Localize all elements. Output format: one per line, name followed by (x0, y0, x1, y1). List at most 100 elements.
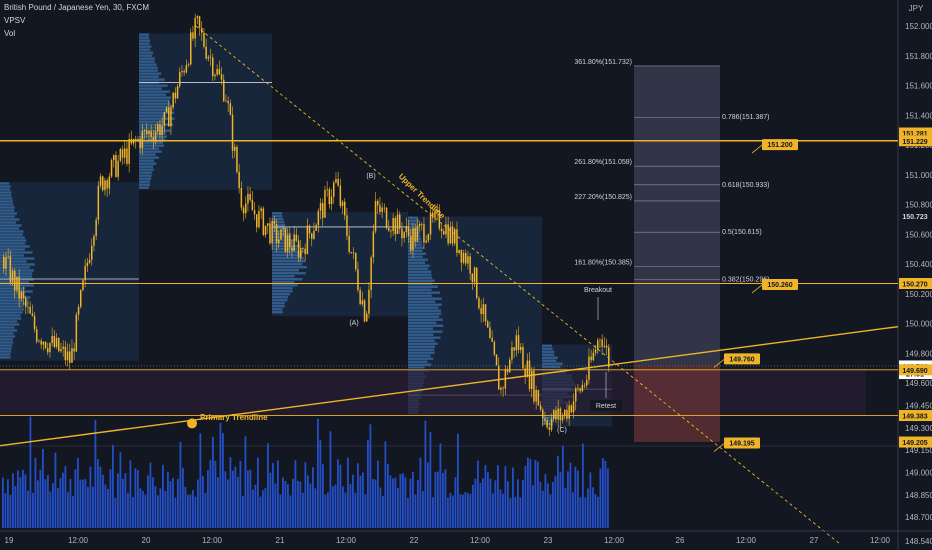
volume-bar (484, 465, 487, 528)
volume-bar (159, 488, 162, 528)
volume-bar (264, 488, 267, 528)
candle-body (359, 289, 361, 305)
volume-bar (237, 476, 239, 528)
candle-body (493, 341, 496, 355)
profile-row (408, 324, 444, 327)
candle-body (605, 345, 608, 348)
profile-row (272, 212, 283, 215)
candle-body (253, 210, 256, 215)
price-axis[interactable]: JPY152.000151.800151.600151.400151.20015… (899, 4, 932, 546)
candle-body (205, 46, 207, 59)
profile-row (408, 333, 434, 336)
candle-body (392, 218, 394, 231)
profile-row (0, 203, 14, 206)
candle-body (559, 408, 562, 421)
annotation-box (590, 400, 622, 411)
profile-row (272, 302, 285, 305)
candle-body (337, 178, 339, 186)
volume-bar (197, 479, 199, 528)
candle-body (168, 107, 170, 127)
candle-body (262, 208, 265, 235)
candle-body (121, 149, 124, 158)
candle-body (130, 139, 133, 144)
volume-bar (562, 445, 564, 528)
candle-body (326, 189, 328, 191)
candle-body (18, 276, 20, 299)
candle-body (207, 56, 210, 59)
candle-body (172, 92, 174, 108)
time-tick-label: 12:00 (870, 536, 891, 545)
annotation-box (582, 284, 614, 295)
fib-extension-label: 227.20%(150.825) (574, 194, 632, 201)
profile-row (272, 305, 285, 308)
price-badge-label: 151.229 (902, 139, 927, 146)
profile-row (139, 150, 162, 153)
volume-bar (357, 463, 359, 528)
volume-bar (442, 472, 444, 528)
profile-row (0, 221, 17, 224)
candle-body (240, 188, 243, 208)
volume-bar (394, 477, 397, 528)
volume-bar (477, 460, 479, 528)
indicator-vpsv-label[interactable]: VPSV (4, 16, 26, 25)
volume-bar (342, 486, 344, 528)
profile-row (408, 255, 423, 258)
candle-body (357, 269, 359, 290)
price-tick-label: 150.400 (905, 260, 932, 269)
volume-bar (354, 492, 357, 528)
profile-row (0, 248, 26, 251)
volume-bar (499, 489, 502, 528)
candle-body (511, 347, 513, 360)
candle-body (124, 148, 126, 158)
candle-body (407, 226, 410, 237)
time-axis[interactable]: 19 12:00 20 12:00 21 12:00 22 12:00 23 12:00 26 12:… (0, 530, 932, 545)
candle-body (66, 351, 69, 361)
volume-bar (52, 483, 54, 528)
volume-bar (249, 469, 252, 528)
profile-row (139, 180, 151, 183)
volume-bar (534, 459, 537, 528)
target-flag-box (724, 353, 760, 365)
profile-row (139, 60, 155, 63)
candle-body (187, 64, 190, 66)
price-badge-label: 149.383 (902, 414, 927, 421)
candle-body (33, 315, 36, 330)
volume-bar (154, 486, 157, 528)
target-flag-box (762, 278, 798, 290)
volume-bar (82, 479, 84, 528)
profile-row (408, 336, 441, 339)
profile-row (408, 294, 432, 297)
indicator-vol-label[interactable]: Vol (4, 29, 16, 38)
candle-body (414, 228, 416, 242)
profile-row (139, 120, 164, 123)
annotation-label: (A) (349, 320, 358, 327)
candle-body (119, 149, 122, 161)
candle-body (304, 248, 306, 254)
volume-bar (149, 462, 152, 528)
candle-body (524, 368, 526, 377)
candle-body (372, 231, 375, 258)
volume-bar (574, 466, 577, 528)
candle-body (577, 388, 579, 389)
candle-body (566, 409, 568, 419)
volume-bar (377, 460, 379, 528)
candle-body (27, 306, 29, 308)
volume-bar (24, 474, 27, 528)
candle-body (423, 224, 425, 243)
volume-bar (362, 472, 364, 528)
profile-row (0, 197, 13, 200)
volume-bar (429, 432, 432, 528)
volume-bar (374, 479, 377, 528)
candle-body (319, 203, 322, 211)
volume-bar (32, 492, 34, 528)
price-tick-label: 150.000 (905, 320, 932, 329)
volume-bar (312, 467, 314, 528)
candle-body (157, 124, 159, 132)
profile-row (408, 366, 425, 369)
profile-row (408, 252, 426, 255)
candle-body (394, 218, 397, 235)
candle-body (192, 32, 194, 39)
candle-body (495, 354, 498, 366)
candle-body (542, 409, 544, 419)
